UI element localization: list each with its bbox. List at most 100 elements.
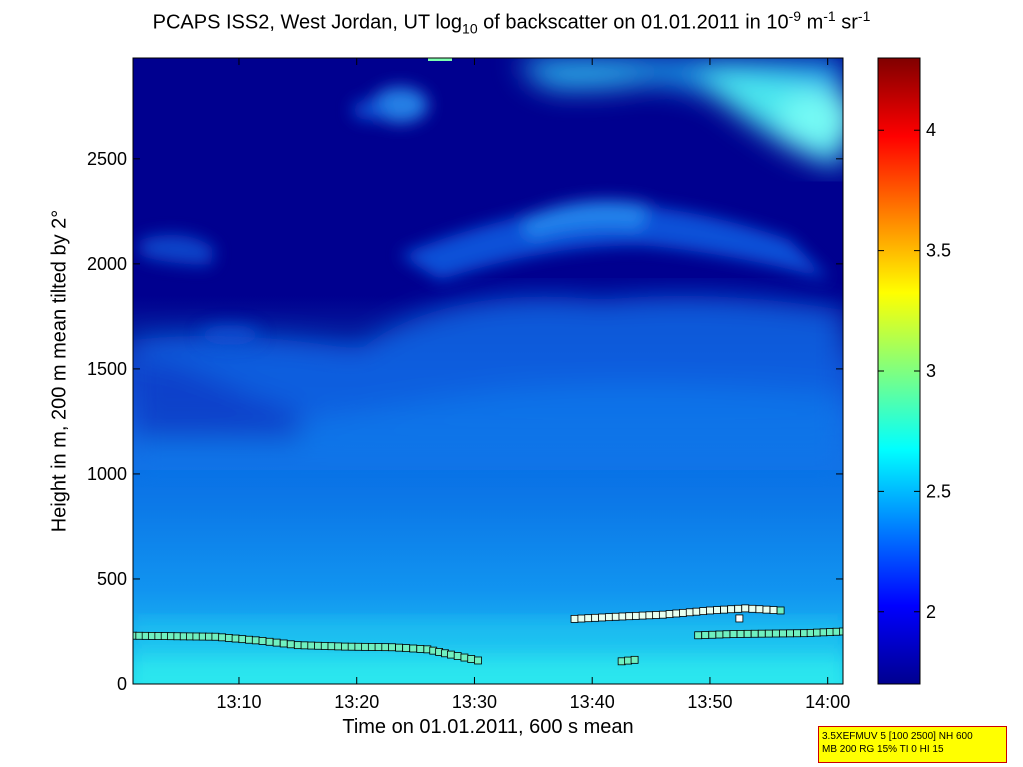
marker-layer-2 [706, 606, 714, 615]
marker-layer-2 [769, 606, 778, 614]
marker-layer-1 [347, 642, 356, 651]
marker-layer-1 [447, 650, 455, 659]
marker-layer-1 [402, 644, 411, 652]
marker-layer-1 [251, 636, 260, 645]
x-tick-label: 13:30 [452, 692, 497, 712]
marker-layer-3 [729, 630, 738, 638]
marker-layer-2 [625, 612, 634, 621]
marker-layer-1 [474, 656, 482, 665]
x-tick-label: 13:20 [334, 692, 379, 712]
marker-layer-2 [611, 612, 620, 621]
marker-layer-3 [694, 631, 703, 640]
marker-layer-2 [720, 605, 728, 614]
y-tick-label: 1000 [87, 464, 127, 484]
colorbar [877, 57, 921, 685]
colorbar-tick-label: 2.5 [926, 481, 951, 501]
marker-layer-4 [617, 657, 626, 666]
marker-layer-1 [327, 642, 336, 651]
marker-layer-2 [713, 606, 721, 614]
marker-layer-2 [638, 611, 647, 620]
marker-layer-1 [416, 645, 425, 653]
marker-layer-2 [598, 613, 606, 622]
marker-layer-1 [409, 644, 418, 653]
marker-layer-3 [826, 628, 834, 636]
marker-layer-2 [699, 607, 708, 615]
marker-layer-2 [577, 614, 586, 623]
marker-layer-1 [354, 642, 363, 651]
marker-layer-1 [238, 635, 247, 644]
heatmap-field [133, 58, 843, 684]
marker-layer-3 [832, 627, 841, 636]
colorbar-tick-label: 3 [926, 361, 936, 381]
y-tick-label: 1500 [87, 359, 127, 379]
marker-layer-1 [453, 652, 462, 660]
marker-layer-2 [692, 607, 701, 616]
cloud-base-markers [133, 604, 843, 666]
y-axis: 0 500 1000 1500 2000 2500 [87, 149, 843, 694]
y-axis-label: Height in m, 200 m mean tilted by 2° [48, 209, 71, 533]
marker-layer-2 [652, 611, 661, 619]
marker-layer-1 [293, 641, 302, 650]
marker-layer-3 [708, 630, 717, 639]
marker-layer-3 [793, 629, 801, 638]
marker-layer-1 [320, 642, 329, 650]
marker-layer-2 [727, 605, 736, 614]
marker-layer-3 [839, 627, 843, 636]
marker-layer-1 [341, 642, 349, 651]
x-tick-label: 14:00 [805, 692, 850, 712]
marker-layer-2 [618, 612, 627, 621]
processing-info-box: 3.5XEFMUV 5 [100 2500] NH 600 MB 200 RG … [818, 726, 1007, 763]
marker-layer-2 [584, 614, 593, 623]
marker-layer-1 [388, 643, 396, 652]
marker-layer-3 [715, 630, 724, 639]
marker-layer-3 [750, 629, 759, 638]
marker-layer-2 [658, 610, 667, 619]
marker-layer-3 [771, 629, 780, 638]
marker-layer-3 [786, 629, 794, 638]
marker-layer-1 [361, 642, 370, 651]
info-line-2: MB 200 RG 15% TI 0 HI 15 [822, 744, 944, 755]
marker-layer-1 [460, 653, 469, 662]
colorbar-axis: 2 2.5 3 3.5 4 [878, 120, 951, 622]
colorbar-tick-label: 4 [926, 120, 936, 140]
marker-layer-1 [218, 633, 227, 642]
marker-layer-3 [819, 628, 828, 637]
x-tick-label: 13:50 [687, 692, 732, 712]
marker-layer-1 [395, 643, 404, 652]
marker-layer-2 [632, 611, 640, 620]
marker-layer-3 [806, 628, 815, 637]
chart-title: PCAPS ISS2, West Jordan, UT log10 of bac… [152, 8, 871, 37]
marker-layer-2 [672, 609, 681, 618]
x-axis: 13:10 13:20 13:30 13:40 13:50 14:00 [216, 58, 850, 712]
y-tick-label: 500 [97, 569, 127, 589]
marker-layer-2 [755, 605, 764, 614]
marker-layer-1 [300, 641, 309, 650]
marker-layer-1 [272, 638, 281, 647]
plot-frame [132, 57, 844, 685]
marker-layer-1 [245, 635, 253, 644]
marker-layer-4 [630, 655, 639, 664]
y-tick-label: 2000 [87, 254, 127, 274]
marker-layer-3 [800, 629, 809, 638]
marker-layer-3 [779, 629, 787, 638]
info-line-1: 3.5XEFMUV 5 [100 2500] NH 600 [822, 731, 973, 742]
marker-layer-1 [314, 641, 322, 650]
marker-layer-2 [665, 610, 674, 618]
marker-layer-2 [762, 605, 771, 614]
colorbar-tick-label: 2 [926, 602, 936, 622]
marker-layer-3 [722, 630, 731, 639]
marker-layer-1 [286, 640, 295, 649]
marker-layer-1 [334, 642, 343, 651]
marker-layer-3 [813, 628, 821, 637]
marker-layer-3 [764, 629, 773, 638]
marker-layer-1 [374, 643, 383, 651]
marker-layer-1 [265, 637, 274, 646]
x-tick-label: 13:10 [216, 692, 261, 712]
marker-layer-5 [735, 614, 744, 623]
marker-layer-1 [279, 639, 288, 648]
marker-layer-2 [604, 613, 613, 622]
marker-layer-1 [467, 655, 476, 663]
marker-layer-2 [776, 606, 785, 615]
marker-layer-2 [685, 608, 694, 617]
